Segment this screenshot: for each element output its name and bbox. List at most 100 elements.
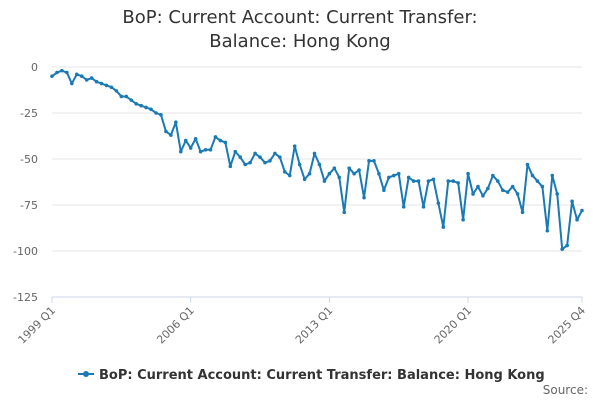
legend-label[interactable]: BoP: Current Account: Current Transfer: …	[99, 368, 545, 383]
data-point[interactable]	[233, 149, 238, 154]
data-point[interactable]	[268, 159, 272, 163]
data-point[interactable]	[466, 171, 470, 176]
data-point[interactable]	[510, 184, 515, 189]
data-point[interactable]	[520, 210, 525, 215]
data-point[interactable]	[283, 170, 287, 174]
data-point[interactable]	[312, 151, 317, 156]
data-point[interactable]	[119, 94, 124, 99]
data-point[interactable]	[565, 243, 569, 248]
data-point[interactable]	[99, 81, 104, 86]
data-point[interactable]	[367, 159, 371, 163]
data-point[interactable]	[149, 107, 153, 112]
data-point[interactable]	[560, 247, 564, 251]
data-point[interactable]	[396, 171, 401, 176]
data-point[interactable]	[139, 103, 143, 108]
data-point[interactable]	[505, 190, 510, 194]
data-point[interactable]	[84, 78, 89, 82]
data-point[interactable]	[94, 79, 99, 84]
data-point[interactable]	[491, 173, 495, 178]
data-point[interactable]	[530, 173, 535, 178]
data-point[interactable]	[555, 192, 560, 196]
data-point[interactable]	[570, 199, 574, 204]
data-point[interactable]	[461, 217, 465, 222]
data-point[interactable]	[65, 70, 69, 75]
data-point[interactable]	[456, 181, 460, 185]
data-point[interactable]	[416, 179, 421, 183]
data-point[interactable]	[124, 94, 129, 99]
data-point[interactable]	[129, 98, 134, 102]
data-point[interactable]	[515, 192, 520, 196]
data-point[interactable]	[89, 76, 94, 80]
data-point[interactable]	[580, 208, 584, 213]
data-point[interactable]	[406, 175, 411, 180]
data-point[interactable]	[263, 160, 267, 165]
data-point[interactable]	[471, 192, 475, 196]
data-point[interactable]	[550, 173, 555, 178]
legend[interactable]: BoP: Current Account: Current Transfer: …	[78, 368, 545, 383]
data-point[interactable]	[441, 225, 446, 229]
data-point[interactable]	[545, 228, 550, 233]
data-point[interactable]	[500, 188, 505, 193]
data-point[interactable]	[208, 148, 213, 152]
data-point[interactable]	[426, 179, 431, 183]
data-point[interactable]	[228, 164, 233, 169]
data-point[interactable]	[159, 113, 163, 117]
data-point[interactable]	[144, 105, 148, 110]
data-point[interactable]	[327, 171, 332, 176]
data-point[interactable]	[387, 175, 391, 180]
data-point[interactable]	[278, 155, 282, 159]
data-point[interactable]	[297, 162, 302, 167]
data-point[interactable]	[337, 175, 342, 180]
data-point[interactable]	[421, 205, 426, 209]
data-point[interactable]	[451, 179, 456, 183]
data-point[interactable]	[253, 151, 257, 156]
data-point[interactable]	[377, 171, 381, 176]
data-point[interactable]	[372, 159, 376, 163]
data-point[interactable]	[352, 171, 356, 176]
data-point[interactable]	[178, 149, 183, 154]
data-point[interactable]	[174, 120, 178, 124]
data-point[interactable]	[223, 140, 228, 145]
data-point[interactable]	[401, 205, 406, 209]
data-point[interactable]	[114, 89, 119, 93]
data-point[interactable]	[60, 68, 64, 73]
data-point[interactable]	[307, 171, 312, 176]
data-point[interactable]	[193, 136, 198, 141]
data-point[interactable]	[104, 83, 109, 88]
data-point[interactable]	[486, 186, 490, 191]
data-point[interactable]	[258, 155, 262, 159]
data-point[interactable]	[342, 210, 347, 215]
data-point[interactable]	[446, 179, 451, 183]
data-point[interactable]	[74, 72, 79, 77]
data-point[interactable]	[525, 162, 530, 167]
data-point[interactable]	[535, 179, 540, 183]
data-point[interactable]	[213, 135, 218, 139]
data-point[interactable]	[495, 179, 500, 183]
data-point[interactable]	[273, 151, 277, 156]
data-point[interactable]	[391, 173, 396, 178]
data-point[interactable]	[411, 179, 416, 183]
data-point[interactable]	[317, 162, 322, 167]
data-point[interactable]	[292, 144, 297, 148]
data-point[interactable]	[183, 138, 188, 143]
data-point[interactable]	[302, 177, 307, 182]
data-point[interactable]	[431, 177, 436, 182]
data-point[interactable]	[357, 168, 361, 172]
data-point[interactable]	[55, 70, 59, 75]
data-point[interactable]	[347, 166, 352, 170]
data-point[interactable]	[164, 129, 168, 134]
data-point[interactable]	[154, 111, 158, 115]
data-point[interactable]	[481, 194, 485, 198]
data-point[interactable]	[243, 162, 247, 167]
data-point[interactable]	[50, 74, 54, 78]
data-point[interactable]	[287, 173, 292, 178]
data-point[interactable]	[218, 138, 223, 143]
data-point[interactable]	[134, 102, 139, 106]
data-point[interactable]	[476, 184, 480, 189]
data-point[interactable]	[79, 74, 84, 78]
data-point[interactable]	[169, 133, 173, 137]
data-point[interactable]	[198, 149, 203, 154]
data-point[interactable]	[362, 195, 366, 200]
data-point[interactable]	[322, 179, 327, 183]
data-point[interactable]	[540, 184, 545, 189]
